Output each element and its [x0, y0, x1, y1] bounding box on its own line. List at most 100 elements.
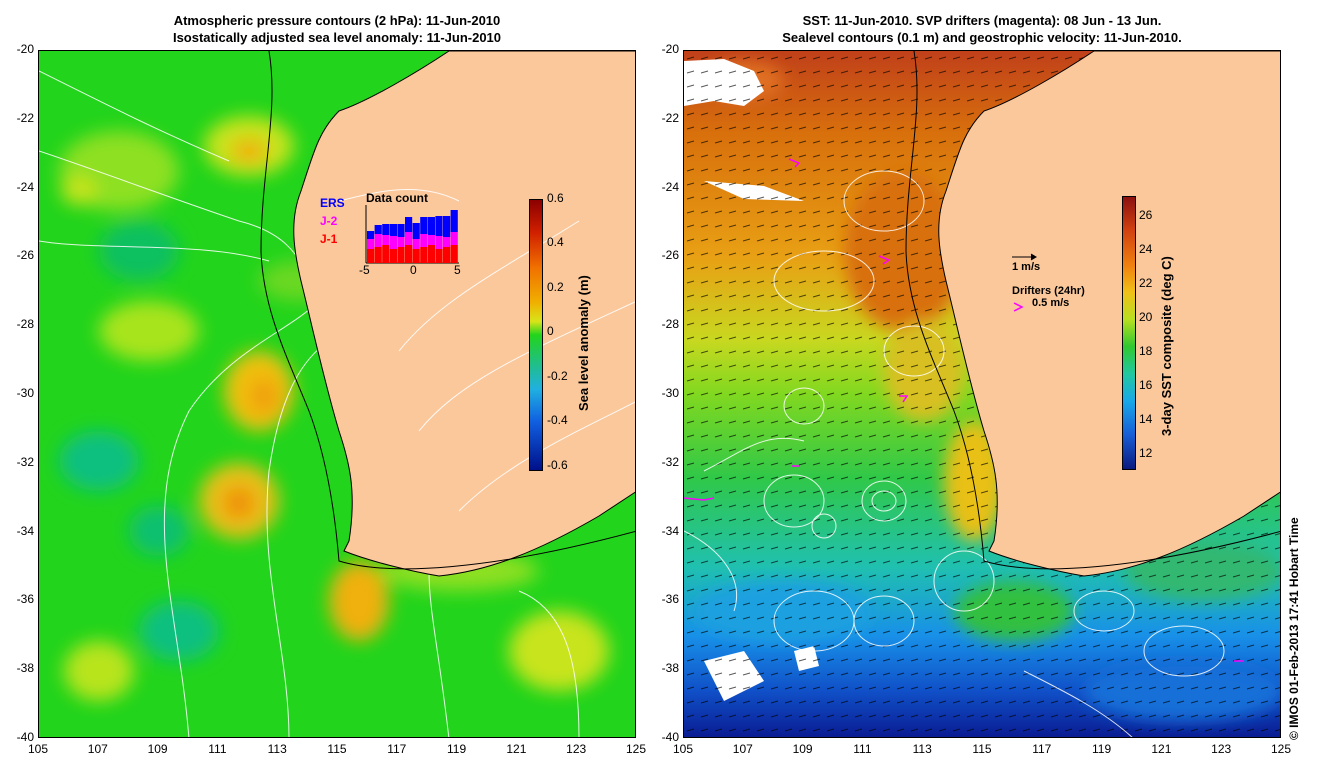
inset-bar-segment: [382, 235, 390, 245]
left-lat-tick: -38: [16, 661, 34, 676]
sla-map: [39, 51, 635, 737]
sst-map: [684, 51, 1280, 737]
right-lon-tick: 115: [972, 742, 992, 756]
right-lat-tick: -28: [661, 317, 679, 332]
velocity-legend-arrow: [1012, 253, 1037, 261]
inset-legend-j2: J-2: [320, 214, 338, 228]
sla-cb-tick-3: 0.2: [547, 280, 564, 294]
inset-bar-segment: [450, 232, 458, 245]
inset-bar-segment: [405, 232, 413, 245]
sst-cb-tick-4: 20: [1139, 310, 1153, 324]
left-lon-tick: 109: [147, 742, 168, 756]
inset-bar-segment: [397, 224, 405, 237]
inset-bar-segment: [367, 239, 375, 249]
left-lon-tick: 111: [208, 742, 227, 756]
inset-bar-segment: [389, 224, 397, 236]
sst-cb-tick-2: 24: [1139, 242, 1153, 256]
sst-cb-tick-3: 22: [1139, 276, 1153, 290]
sla-colorbar: [529, 199, 543, 471]
drifter-legend-arrow: [1013, 302, 1024, 312]
left-lon-tick: 107: [87, 742, 108, 756]
sla-cb-tick-2: 0.4: [547, 235, 564, 249]
sla-map-panel: Data count ERS J-2 J-1 -5 0 5 0.6 0.4 0.…: [38, 50, 636, 738]
australia-land-sst: [938, 51, 1280, 577]
left-lon-tick: 105: [27, 742, 49, 756]
left-lon-tick: 115: [327, 742, 347, 756]
inset-bar-segment: [397, 247, 405, 263]
left-lat-tick: -30: [16, 386, 34, 400]
left-lat-tick: -26: [16, 248, 34, 263]
inset-bar-segment: [435, 216, 443, 236]
inset-bar-segment: [443, 237, 451, 247]
right-lat-tick: -32: [661, 454, 679, 469]
australia-land: [293, 51, 635, 577]
sst-cb-tick-5: 18: [1139, 344, 1153, 358]
sst-colorbar: [1122, 196, 1136, 470]
left-lat-tick: -24: [16, 179, 34, 194]
inset-bar-segment: [420, 217, 428, 234]
inset-bar-segment: [443, 216, 451, 237]
right-title-line2: Sealevel contours (0.1 m) and geostrophi…: [782, 30, 1182, 45]
inset-xtick-2: 0: [410, 263, 417, 277]
left-lon-tick: 121: [506, 742, 527, 756]
inset-bar-segment: [412, 239, 420, 249]
left-lon-tick: 119: [447, 742, 467, 756]
drifter-legend-title: Drifters (24hr): [1012, 285, 1085, 297]
inset-bar-segment: [435, 249, 443, 263]
inset-bars: [365, 205, 459, 264]
inset-bar-segment: [405, 245, 413, 263]
left-lon-tick: 125: [625, 742, 647, 756]
sst-cb-tick-8: 12: [1139, 446, 1153, 460]
inset-bar-segment: [374, 234, 382, 247]
inset-bar-segment: [397, 237, 405, 247]
sla-cb-tick-4: 0: [547, 324, 554, 338]
sla-cb-tick-1: 0.6: [547, 191, 564, 205]
sst-cb-label: 3-day SST composite (deg C): [1159, 256, 1174, 436]
right-lon-tick: 107: [732, 742, 753, 756]
sst-cb-tick-7: 14: [1139, 412, 1153, 426]
right-lon-tick: 111: [853, 742, 872, 756]
right-lat-tick: -38: [661, 661, 679, 676]
inset-bar-segment: [427, 235, 435, 245]
right-lat-tick: -20: [661, 42, 679, 56]
inset-xtick-3: 5: [454, 263, 461, 277]
right-lon-tick: 121: [1151, 742, 1172, 756]
sla-cb-tick-7: -0.6: [547, 458, 568, 472]
right-lon-tick: 105: [672, 742, 694, 756]
inset-bar-segment: [412, 249, 420, 263]
drifter-legend-value: 0.5 m/s: [1032, 297, 1070, 309]
inset-bar-segment: [374, 225, 382, 234]
left-lat-tick: -28: [16, 317, 34, 332]
left-title: Atmospheric pressure contours (2 hPa): 1…: [38, 12, 636, 46]
inset-bar-segment: [435, 236, 443, 249]
inset-bar-segment: [420, 247, 428, 263]
inset-bar-segment: [367, 249, 375, 263]
sst-cb-tick-1: 26: [1139, 208, 1153, 222]
inset-bar-segment: [405, 217, 413, 232]
right-lon-tick: 119: [1092, 742, 1112, 756]
left-title-line2: Isostatically adjusted sea level anomaly…: [172, 30, 502, 45]
inset-bar-segment: [412, 223, 420, 239]
inset-bar-segment: [420, 234, 428, 247]
inset-bar-segment: [427, 245, 435, 263]
velocity-legend-label: 1 m/s: [1012, 261, 1041, 273]
right-lat-tick: -40: [661, 730, 679, 744]
inset-bar-segment: [450, 245, 458, 263]
right-lon-tick: 117: [1032, 742, 1052, 756]
inset-xtick-1: -5: [359, 263, 370, 277]
inset-bar-segment: [450, 210, 458, 232]
inset-bar-segment: [389, 236, 397, 249]
left-lat-tick: -20: [16, 42, 34, 56]
inset-bar-segment: [382, 245, 390, 263]
left-lon-tick: 117: [387, 742, 407, 756]
right-title-line1: SST: 11-Jun-2010. SVP drifters (magenta)…: [802, 13, 1162, 28]
inset-bar-segment: [367, 231, 375, 239]
left-lat-tick: -36: [16, 592, 34, 607]
right-lon-tick: 109: [792, 742, 813, 756]
sla-cb-tick-6: -0.4: [547, 413, 568, 427]
right-title: SST: 11-Jun-2010. SVP drifters (magenta)…: [683, 12, 1281, 46]
inset-bar-segment: [382, 224, 390, 235]
right-lat-tick: -26: [661, 248, 679, 263]
left-lat-tick: -22: [16, 110, 34, 125]
right-lat-tick: -24: [661, 179, 679, 194]
